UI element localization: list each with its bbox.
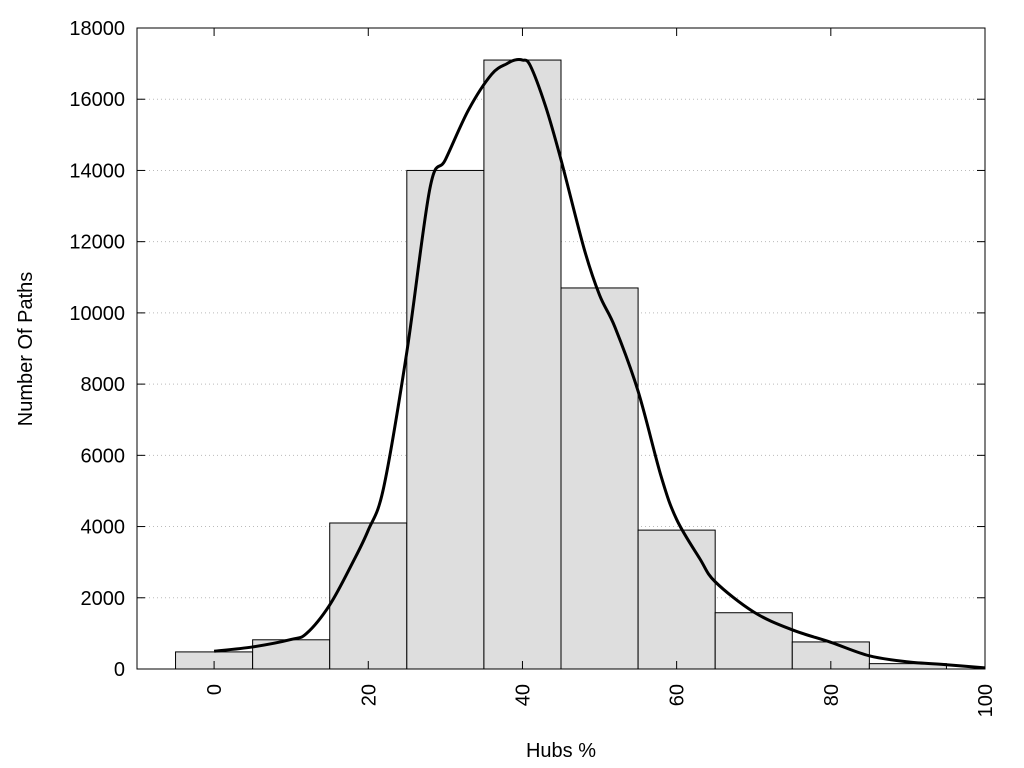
- x-tick-label: 100: [975, 684, 997, 717]
- x-tick-label: 60: [667, 684, 689, 706]
- bar: [329, 522, 408, 670]
- bar: [714, 612, 793, 670]
- x-tick-label: 20: [358, 684, 380, 706]
- y-axis-label: Number Of Paths: [15, 272, 37, 427]
- y-tick-label: 14000: [69, 160, 125, 182]
- density-curve: [213, 57, 986, 670]
- bar: [406, 169, 485, 670]
- y-tick-label: 0: [114, 659, 125, 681]
- x-tick-label: 0: [204, 684, 226, 695]
- bar: [483, 59, 562, 670]
- y-tick-label: 2000: [81, 588, 126, 610]
- y-tick-label: 16000: [69, 89, 125, 111]
- y-tick-label: 18000: [69, 18, 125, 40]
- x-tick-label: 80: [821, 684, 843, 706]
- y-tick-label: 12000: [69, 232, 125, 254]
- y-tick-label: 10000: [69, 303, 125, 325]
- x-tick-label: 40: [512, 684, 534, 706]
- plot-frame: [136, 27, 986, 670]
- bars: [175, 59, 947, 670]
- x-axis-label: Hubs %: [526, 740, 596, 762]
- bar: [637, 529, 716, 670]
- bar: [560, 287, 639, 670]
- y-axis-ticks: 0 2000 4000 6000 8000 10000 12000 14000 16000 180…: [69, 18, 985, 681]
- y-tick-label: 6000: [81, 445, 126, 467]
- x-axis-ticks: 0 20 40 60 80 100: [204, 28, 997, 717]
- y-tick-label: 8000: [81, 374, 126, 396]
- y-tick-label: 4000: [81, 517, 126, 539]
